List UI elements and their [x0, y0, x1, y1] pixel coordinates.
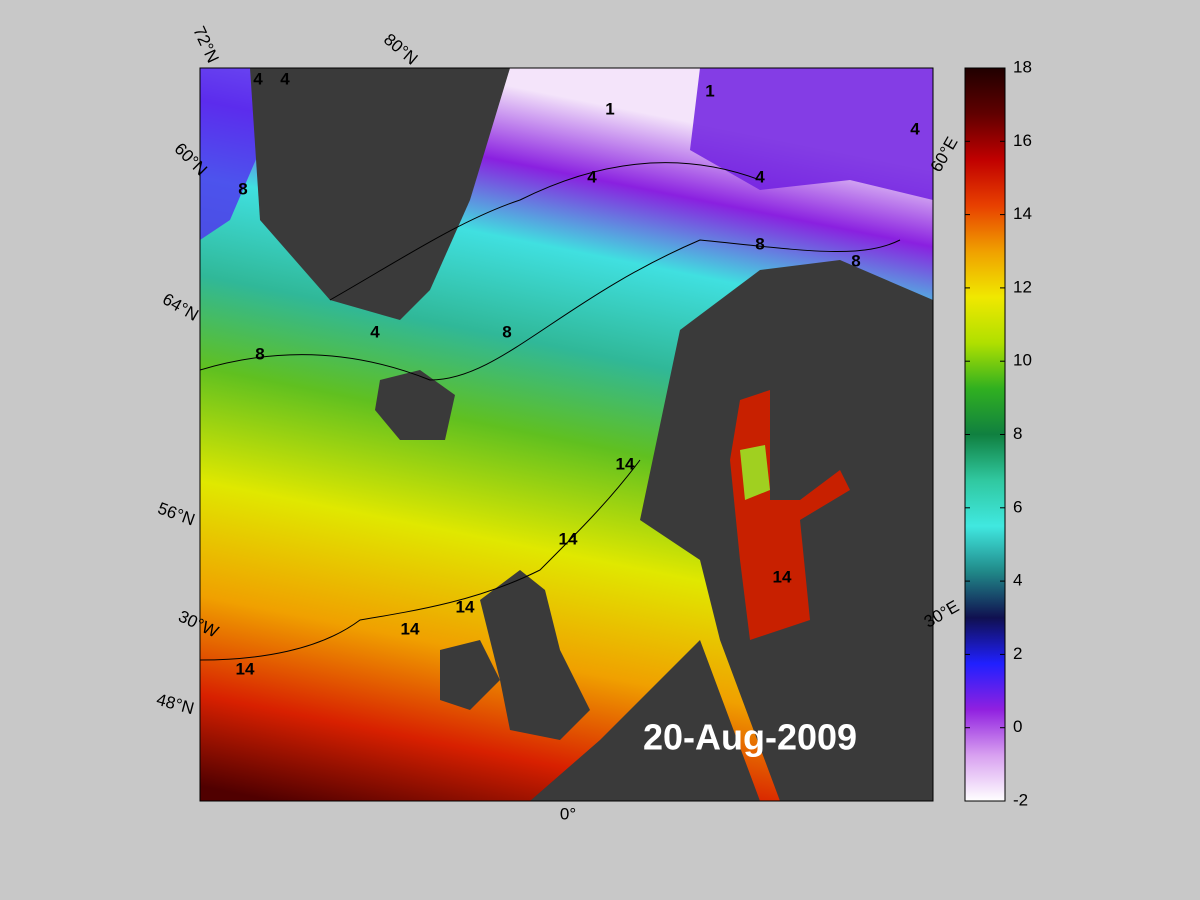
continent	[530, 640, 760, 801]
contour-label: 4	[587, 167, 597, 186]
lat-label: 64°N	[159, 289, 201, 324]
colorbar-tick-label: 4	[1013, 571, 1022, 590]
date-label: 20-Aug-2009	[643, 717, 857, 758]
colorbar-tick-label: 14	[1013, 204, 1032, 223]
contour-label: 8	[502, 322, 511, 341]
contour-label: 14	[401, 619, 420, 638]
contour-line	[200, 239, 901, 381]
contour-label: 4	[253, 69, 263, 88]
contour-label: 1	[705, 81, 714, 100]
contour-label: 14	[559, 529, 578, 548]
bothnian-bay	[740, 445, 770, 500]
colorbar-tick-label: 2	[1013, 644, 1022, 663]
contour-label: 14	[773, 567, 792, 586]
contour-label: 4	[755, 167, 765, 186]
contour-label: 4	[370, 322, 380, 341]
iceland	[375, 370, 455, 440]
contour-label: 8	[755, 234, 764, 253]
colorbar-tick-label: 8	[1013, 424, 1022, 443]
colorbar-tick-label: 10	[1013, 351, 1032, 370]
colorbar-tick-label: 0	[1013, 717, 1022, 736]
map-frame	[199, 67, 934, 802]
colorbar-tick-label: 18	[1013, 57, 1032, 76]
map-area	[200, 68, 933, 801]
colorbar-tick-label: 12	[1013, 277, 1032, 296]
lat-label: 48°N	[154, 690, 196, 718]
contour-label: 4	[910, 119, 920, 138]
contour-label: 14	[456, 597, 475, 616]
great-britain	[480, 570, 590, 740]
contour-line	[200, 459, 641, 661]
colorbar	[964, 67, 1006, 802]
greenland	[250, 68, 510, 320]
cold-water	[690, 68, 933, 200]
contour-label: 14	[236, 659, 255, 678]
lon-label: 80°N	[380, 30, 421, 69]
contour-label: 8	[851, 251, 860, 270]
contour-label: 8	[255, 344, 264, 363]
contour-label: 1	[605, 99, 614, 118]
ireland	[440, 640, 500, 710]
colorbar-tick-label: -2	[1013, 790, 1028, 809]
contour-label: 14	[616, 454, 635, 473]
lat-label: 72°N	[189, 23, 222, 65]
contour-label: 4	[280, 69, 290, 88]
contour-label: 8	[238, 179, 247, 198]
lat-label: 56°N	[155, 499, 197, 530]
contour-line	[329, 162, 761, 301]
lon-label: 0°	[560, 804, 576, 823]
colorbar-tick-label: 16	[1013, 131, 1032, 150]
colorbar-tick-label: 6	[1013, 497, 1022, 516]
